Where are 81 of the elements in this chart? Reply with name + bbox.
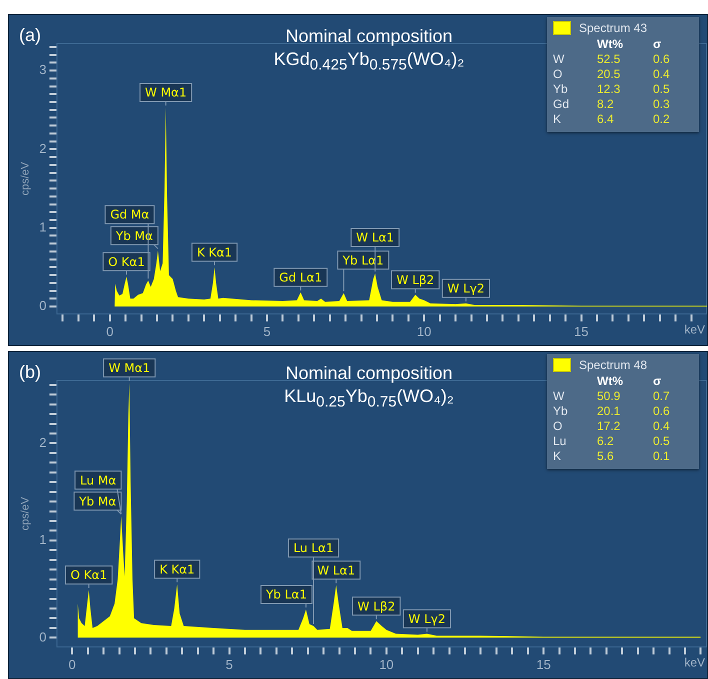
x-tick-label: 5 (263, 324, 271, 339)
annotation: O Kα1 (70, 568, 108, 582)
annotation: W Lγ2 (447, 282, 484, 296)
annotation: 6.2 (597, 434, 615, 449)
annotation: Wt% (597, 37, 624, 52)
annotation: 20.5 (597, 67, 622, 82)
x-tick-label: 5 (226, 656, 233, 672)
annotation: O (553, 67, 564, 82)
text: KGd$_{0.425}$Yb$_{0.575}$(WO₄)₂ (274, 49, 464, 74)
annotation: σ (653, 374, 662, 389)
y-axis-title: cps/eV (20, 496, 32, 531)
annotation: Lu Mα (80, 473, 116, 488)
legend-label: Spectrum 43 (579, 21, 648, 35)
annotation: 0.5 (653, 82, 671, 97)
annotation: Lu (553, 434, 568, 449)
annotation: 8.2 (597, 97, 615, 112)
annotation: 50.9 (597, 389, 622, 404)
annotation: Yb (553, 404, 569, 419)
x-tick-label: 10 (416, 324, 432, 339)
annotation: K Kα1 (160, 562, 195, 576)
annotation: σ (653, 37, 662, 52)
annotation: 6.4 (597, 112, 615, 127)
annotation: W Lγ2 (408, 612, 446, 626)
annotation: 0.3 (653, 97, 671, 112)
annotation: W Mα1 (145, 86, 187, 100)
y-tick-label: 1 (39, 532, 46, 548)
annotation: Gd (553, 97, 570, 112)
y-tick-label: 3 (39, 62, 46, 78)
annotation: O (553, 419, 564, 434)
annotation: O Kα1 (108, 254, 145, 269)
y-tick-label: 2 (39, 434, 46, 450)
annotation: W Mα1 (108, 361, 150, 376)
annotation: Yb (553, 82, 569, 97)
annotation: W Lβ2 (396, 272, 434, 287)
chart-title: Nominal composition (284, 25, 454, 48)
x-tick-label: 15 (536, 656, 551, 672)
x-tick-label: 15 (574, 324, 589, 339)
y-tick-label: 2 (39, 140, 46, 156)
y-tick-label: 0 (39, 298, 46, 314)
y-tick-label: 1 (39, 219, 46, 234)
x-tick-label: 0 (68, 656, 76, 672)
annotation: 5.6 (597, 449, 615, 464)
annotation: Yb Mα (114, 228, 154, 243)
annotation: 0.7 (653, 389, 671, 404)
y-axis-title: cps/eV (20, 161, 32, 196)
x-tick-label: 10 (379, 656, 394, 672)
annotation: 52.5 (597, 52, 622, 67)
annotation: W (553, 52, 566, 67)
annotation: W Lβ2 (358, 599, 396, 614)
annotation: Wt% (597, 374, 624, 389)
annotation: W (553, 389, 566, 404)
y-tick-label: 0 (39, 629, 46, 644)
x-axis-title: keV (684, 656, 705, 670)
annotation: Yb Lα1 (342, 253, 384, 268)
text: (a) (19, 25, 41, 46)
annotation: 12.3 (597, 82, 622, 97)
annotation: 0.6 (653, 52, 671, 67)
annotation: Yb Lα1 (264, 588, 307, 602)
x-axis-title: keV (684, 322, 705, 337)
annotation: 17.2 (597, 419, 622, 434)
annotation: 0.5 (653, 434, 671, 449)
chart-title: Nominal composition (284, 362, 454, 385)
annotation: K (553, 112, 562, 127)
annotation: K (553, 449, 562, 464)
annotation: 0.4 (653, 419, 671, 434)
annotation: W Lα1 (317, 563, 356, 578)
annotation: 0.6 (653, 404, 671, 419)
annotation: K Kα1 (196, 245, 232, 260)
annotation: Gd Mα (110, 208, 150, 222)
annotation: 20.1 (597, 404, 622, 419)
annotation: 0.1 (653, 449, 671, 464)
annotation: Yb Mα (78, 494, 116, 508)
x-tick-label: 0 (106, 324, 114, 339)
annotation: Lu Lα1 (293, 541, 334, 556)
text: (b) (19, 362, 41, 383)
annotation: Gd Lα1 (279, 270, 322, 284)
annotation: 0.4 (653, 67, 671, 82)
annotation: W Lα1 (356, 230, 394, 245)
text: KLu$_{0.25}$Yb$_{0.75}$(WO₄)₂ (284, 386, 454, 411)
legend-label: Spectrum 48 (579, 358, 648, 372)
annotation: 0.2 (653, 112, 671, 127)
